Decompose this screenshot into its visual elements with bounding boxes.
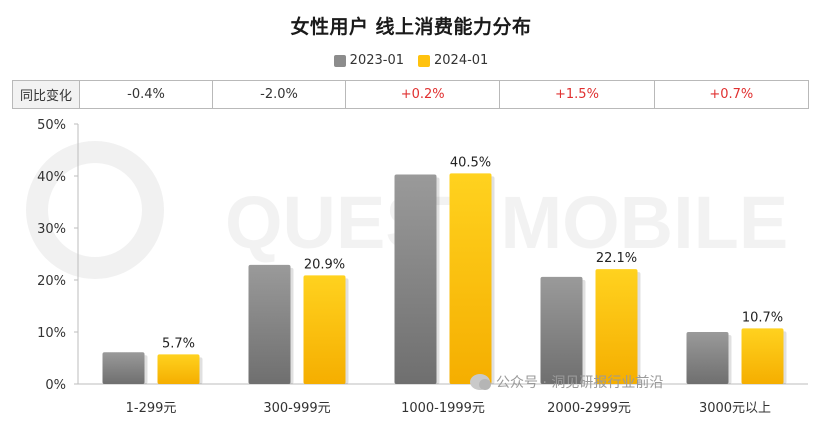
bar-2024-01-1	[157, 354, 200, 384]
x-tick-label: 3000元以上	[699, 401, 771, 416]
y-tick-label: 50%	[37, 118, 66, 133]
bar-2023-01-5	[686, 332, 729, 384]
legend-item-2024: 2024-01	[418, 53, 488, 68]
legend-item-2023: 2023-01	[333, 53, 404, 68]
yoy-row: 同比变化 -0.4% -2.0% +0.2% +1.5% +0.7%	[12, 80, 810, 109]
legend-label-2024: 2024-01	[434, 53, 489, 68]
x-tick-label: 1-299元	[126, 401, 177, 416]
svg-text:QUEST MOBILE: QUEST MOBILE	[225, 181, 788, 264]
yoy-cell-5: +0.7%	[653, 80, 810, 109]
x-tick-label: 1000-1999元	[401, 401, 485, 416]
bar-2024-01-5	[741, 328, 784, 384]
legend-swatch-2024	[418, 54, 430, 67]
x-tick-label: 300-999元	[263, 401, 330, 416]
legend-label-2023: 2023-01	[349, 53, 404, 68]
y-tick-label: 40%	[37, 170, 66, 185]
y-tick-label: 10%	[37, 326, 66, 341]
yoy-change-table: 同比变化 -0.4% -2.0% +0.2% +1.5% +0.7%	[12, 80, 810, 109]
legend-swatch-2023	[333, 54, 346, 67]
watermark-text: 公众号 · 洞见研报行业前沿	[496, 375, 664, 391]
data-label: 5.7%	[162, 336, 195, 351]
bar-2023-01-4	[540, 276, 583, 384]
bar-2024-01-4	[595, 269, 638, 384]
wechat-watermark: 公众号 · 洞见研报行业前沿	[470, 372, 663, 392]
x-tick-label: 2000-2999元	[547, 401, 631, 416]
bar-2023-01-1	[102, 352, 145, 384]
bar-2024-01-3	[449, 173, 492, 384]
yoy-cell-1: -0.4%	[79, 80, 213, 109]
bar-chart: 0% 10% 20% 30% 40% 50% 5.7% 1-299元 20.9% 300-999元…	[37, 118, 808, 416]
data-label: 10.7%	[742, 310, 783, 325]
bar-2023-01-3	[394, 174, 437, 384]
data-label: 22.1%	[596, 251, 637, 266]
data-label: 20.9%	[304, 257, 345, 272]
y-tick-label: 20%	[37, 274, 66, 289]
chart-title: 女性用户 线上消费能力分布	[290, 16, 532, 38]
y-tick-label: 30%	[37, 222, 66, 237]
yoy-cell-2: -2.0%	[212, 80, 346, 109]
data-label: 40.5%	[450, 155, 491, 170]
bar-2023-01-2	[248, 264, 291, 384]
yoy-cell-3: +0.2%	[344, 80, 501, 109]
wechat-icon	[470, 374, 491, 390]
y-tick-label: 0%	[45, 378, 66, 393]
legend: 2023-01 2024-01	[0, 53, 822, 68]
bar-2024-01-2	[303, 275, 346, 384]
yoy-cell-4: +1.5%	[499, 80, 655, 109]
yoy-header: 同比变化	[12, 80, 80, 109]
